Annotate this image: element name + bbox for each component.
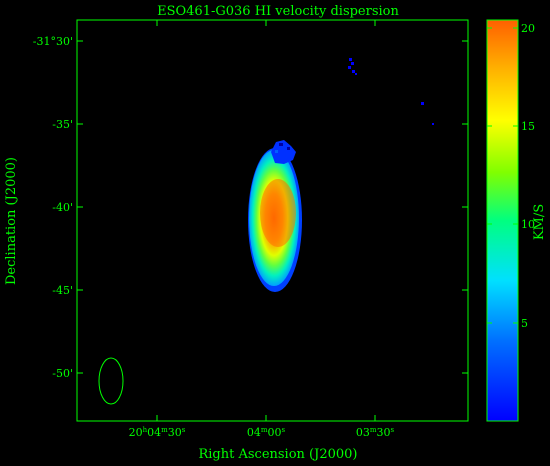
galaxy-emission (248, 140, 302, 292)
y-tick-marks (77, 40, 468, 374)
figure-title: ESO461-G036 HI velocity dispersion (157, 4, 399, 19)
y-tick-label: -40' (52, 201, 73, 214)
x-axis-title: Right Ascension (J2000) (198, 447, 357, 462)
y-tick-label: -45' (52, 284, 73, 297)
y-tick-label: -50' (52, 367, 73, 380)
x-tick-label: 03m30s (356, 426, 395, 439)
colorbar-tick-label: 15 (521, 120, 535, 133)
colorbar-tick-label: 10 (521, 218, 535, 231)
noise-pixels (348, 58, 434, 125)
y-tick-label: -35' (52, 118, 73, 131)
y-tick-label: -31°30' (33, 35, 73, 48)
colorbar-label: KM/S (532, 204, 547, 240)
y-axis-title: Declination (J2000) (4, 157, 19, 285)
x-tick-marks (156, 20, 376, 421)
colorbar (486, 19, 519, 422)
x-tick-label: 04m00s (247, 426, 286, 439)
colorbar-tick-marks (487, 27, 518, 324)
beam-ellipse (98, 357, 124, 405)
colorbar-tick-label: 5 (521, 317, 528, 330)
x-tick-label: 20h04m30s (129, 426, 186, 439)
colorbar-tick-label: 20 (521, 22, 535, 35)
